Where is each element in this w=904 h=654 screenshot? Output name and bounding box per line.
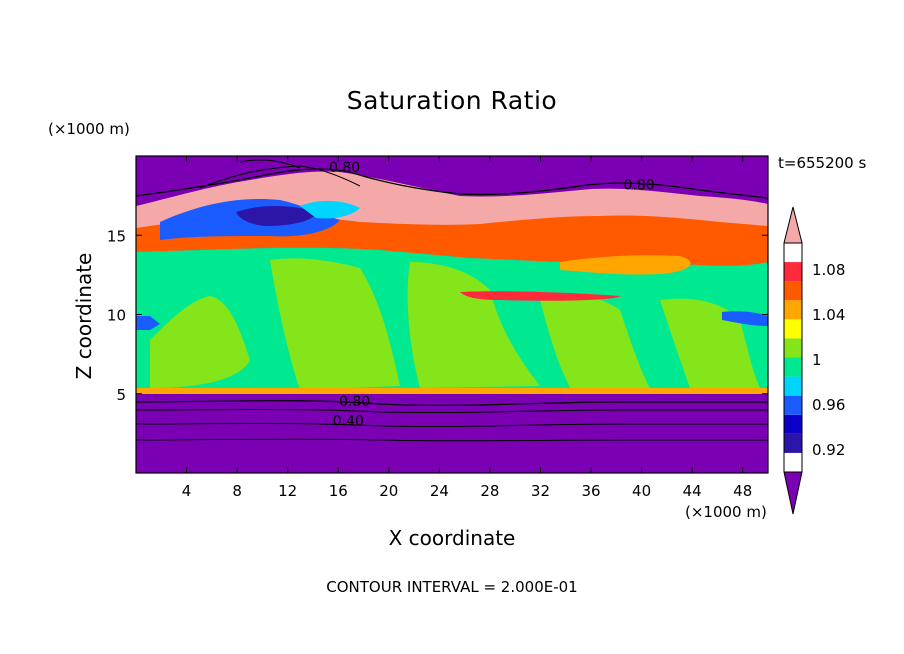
contour-label: 0.80 [623, 178, 654, 194]
colorbar-label: 0.92 [812, 441, 845, 459]
x-axis-label: X coordinate [388, 526, 516, 550]
colorbar-label: 1.08 [812, 261, 845, 279]
x-unit-label: (×1000 m) [685, 503, 767, 521]
colorbar-frame [783, 242, 803, 473]
colorbar: 0.92 0.96 1 1.04 1.08 [783, 206, 845, 515]
colorbar-swatch [784, 281, 802, 301]
x-tick-label: 20 [379, 482, 398, 500]
y-tick-label: 15 [107, 227, 126, 245]
y-tick-label: 5 [116, 386, 126, 404]
time-label: t=655200 s [778, 154, 867, 172]
x-tick-label: 48 [733, 482, 752, 500]
colorbar-swatch [784, 300, 802, 320]
colorbar-label: 1.04 [812, 306, 845, 324]
contour-interval-label: CONTOUR INTERVAL = 2.000E-01 [326, 578, 578, 596]
contour-label: 0.40 [333, 414, 364, 430]
contour-label: 0.80 [339, 394, 370, 410]
contour-label: 0.80 [329, 160, 360, 176]
colorbar-bottom-arrow [783, 471, 803, 515]
contour-labels: 0.80 0.80 0.80 0.40 [329, 160, 655, 430]
colorbar-swatch [784, 414, 802, 434]
colorbar-top-arrow [783, 206, 803, 244]
x-tick-label: 36 [581, 482, 600, 500]
x-tick-label: 40 [632, 482, 651, 500]
x-tick-label: 24 [430, 482, 449, 500]
saturation-field [136, 156, 768, 473]
x-tick-label: 44 [683, 482, 702, 500]
colorbar-swatch [784, 262, 802, 282]
colorbar-swatch [784, 376, 802, 396]
y-unit-label: (×1000 m) [48, 120, 130, 138]
x-tick-label: 32 [531, 482, 550, 500]
x-tick-label: 28 [480, 482, 499, 500]
colorbar-swatch [784, 357, 802, 377]
colorbar-swatch [784, 319, 802, 339]
colorbar-swatch [784, 338, 802, 358]
y-ticks: 5 10 15 [107, 227, 768, 404]
x-ticks: 4 8 12 16 20 24 28 32 36 40 44 48 [182, 156, 752, 500]
chart-title: Saturation Ratio [346, 86, 558, 115]
colorbar-swatch [784, 433, 802, 453]
colorbar-swatch [784, 395, 802, 415]
y-tick-label: 10 [107, 307, 126, 325]
colorbar-label: 0.96 [812, 396, 845, 414]
x-tick-label: 12 [278, 482, 297, 500]
colorbar-label: 1 [812, 351, 822, 369]
x-tick-label: 16 [329, 482, 348, 500]
x-tick-label: 4 [182, 482, 192, 500]
x-tick-label: 8 [232, 482, 242, 500]
